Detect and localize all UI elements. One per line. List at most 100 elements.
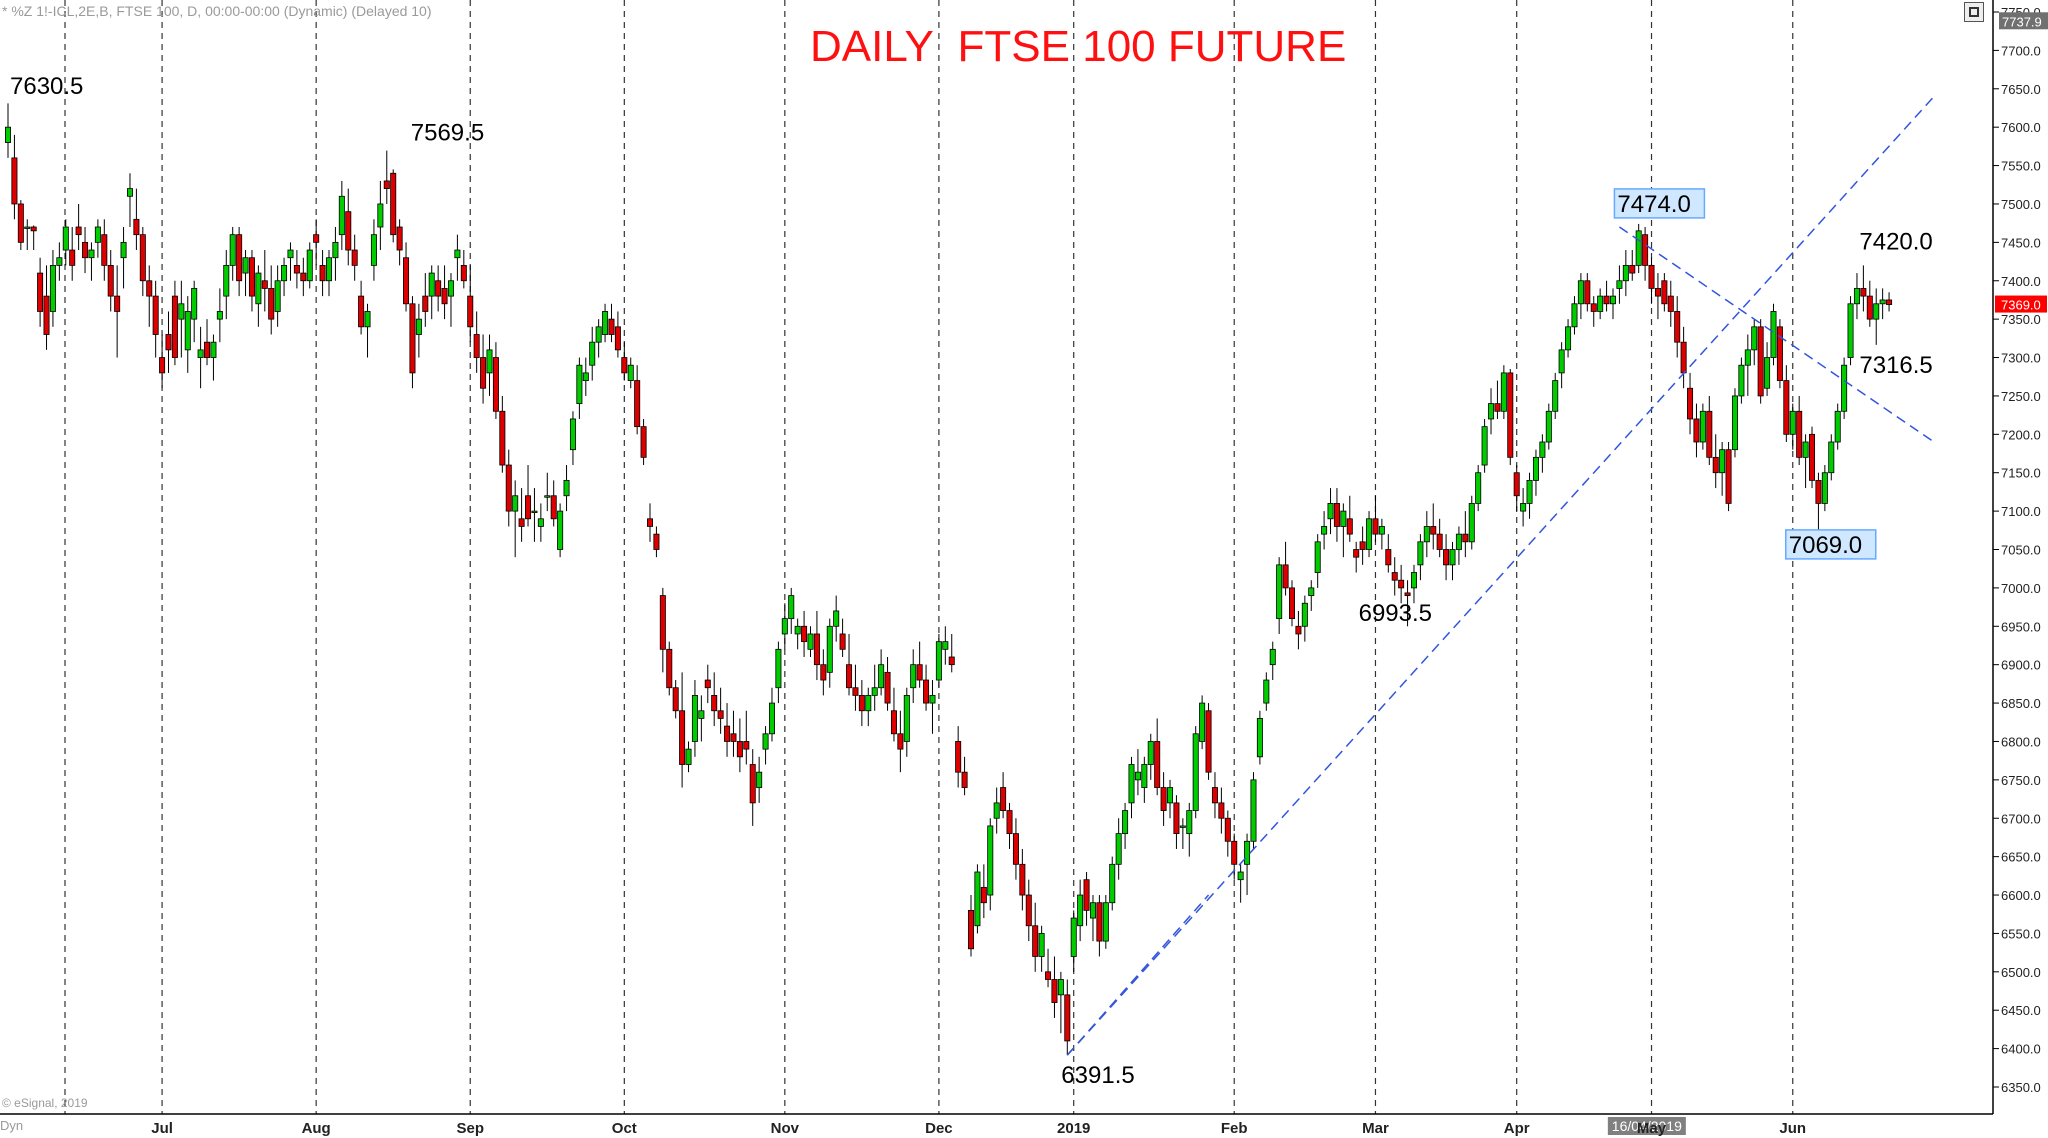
candle-body <box>1841 364 1848 412</box>
candle-body <box>1423 526 1430 543</box>
y-tick-label: 6800.0 <box>2001 734 2041 749</box>
candle-body <box>1815 479 1822 504</box>
candle-body <box>1577 280 1584 305</box>
candle-body <box>1244 840 1251 865</box>
candle-body <box>1269 648 1276 666</box>
trendlines <box>1066 95 1935 1056</box>
candle-body <box>1751 326 1758 351</box>
candle-body <box>114 295 121 312</box>
y-tick-label: 7300.0 <box>2001 351 2041 366</box>
candle-body <box>1340 510 1347 527</box>
candle-body <box>441 288 448 305</box>
candle-body <box>801 625 808 643</box>
restore-window-icon[interactable] <box>1964 2 1984 22</box>
candle-body <box>974 871 981 927</box>
candle-body <box>820 664 827 681</box>
candle-body <box>364 311 371 328</box>
candle-body <box>1173 802 1180 835</box>
candle-body <box>216 311 223 320</box>
crosshair-date-label: 16/04/2019 <box>1612 1118 1682 1134</box>
candle-body <box>345 211 352 251</box>
y-tick-label: 7000.0 <box>2001 581 2041 596</box>
candle-body <box>1648 264 1655 289</box>
candle-body <box>1513 472 1520 497</box>
candle-body <box>159 357 166 374</box>
candle-body <box>1237 871 1244 881</box>
candle-body <box>788 595 795 620</box>
candle-body <box>1147 741 1154 765</box>
candle-body <box>197 349 204 358</box>
candle-body <box>1263 679 1270 704</box>
candle-body <box>69 249 76 266</box>
candle-body <box>268 288 275 320</box>
candle-body <box>223 264 230 297</box>
candle-body <box>518 518 525 527</box>
candle-body <box>1776 326 1783 381</box>
candle-body <box>1211 787 1218 804</box>
candle-body <box>1385 549 1392 566</box>
candle-body <box>1744 349 1751 366</box>
candle-body <box>525 495 532 520</box>
candle-body <box>1256 718 1263 758</box>
candle-body <box>736 741 743 758</box>
x-tick-label: Jul <box>151 1120 173 1137</box>
mode-label[interactable]: Dyn <box>0 1118 24 1133</box>
candle-body <box>370 234 377 266</box>
candle-body <box>422 295 429 312</box>
candle-body <box>531 510 538 514</box>
candle-body <box>1128 764 1135 804</box>
candle-body <box>274 280 281 312</box>
candle-body <box>717 710 724 719</box>
candle-body <box>1571 303 1578 328</box>
candle-body <box>409 303 416 374</box>
candle-body <box>871 687 878 696</box>
top-price-label: 7737.9 <box>2002 14 2042 29</box>
candle-body <box>1488 403 1495 420</box>
x-tick-label: Aug <box>302 1120 331 1137</box>
candle-body <box>781 618 788 635</box>
candle-body <box>1231 840 1238 865</box>
candle-body <box>1834 410 1841 443</box>
candle-body <box>1674 311 1681 343</box>
copyright: © eSignal, 2019 <box>2 1096 88 1110</box>
candle-body <box>878 664 885 689</box>
y-tick-label: 7700.0 <box>2001 43 2041 58</box>
candle-body <box>595 326 602 343</box>
candle-body <box>948 656 955 666</box>
candle-body <box>1218 802 1225 819</box>
candle-body <box>1590 303 1597 312</box>
candle-body <box>191 288 198 320</box>
candle-body <box>858 694 865 712</box>
candle-body <box>358 295 365 328</box>
y-tick-label: 7600.0 <box>2001 120 2041 135</box>
candle-body <box>955 741 962 773</box>
candle-body <box>666 648 673 689</box>
candle-body <box>1141 764 1148 788</box>
price-annotation: 7569.5 <box>411 120 484 147</box>
candle-body <box>935 641 942 681</box>
candle-body <box>711 694 718 712</box>
candle-body <box>768 702 775 735</box>
candle-body <box>582 372 589 381</box>
candle-body <box>627 364 634 381</box>
candle-body <box>1873 303 1880 320</box>
candle-body <box>133 218 140 236</box>
candle-body <box>794 625 801 635</box>
candle-body <box>82 241 89 259</box>
candle-body <box>621 357 628 374</box>
y-tick-label: 7200.0 <box>2001 427 2041 442</box>
x-tick-label: Nov <box>771 1120 800 1137</box>
candle-body <box>1276 564 1283 620</box>
candle-body <box>903 694 910 742</box>
candle-body <box>24 226 31 229</box>
candle-body <box>691 694 698 742</box>
candle-body <box>293 264 300 274</box>
candle-body <box>1828 441 1835 474</box>
candle-body <box>1449 549 1456 566</box>
candle-body <box>210 341 217 358</box>
candle-body <box>1224 817 1231 842</box>
candle-body <box>1468 503 1475 543</box>
candle-body <box>756 771 763 788</box>
candle-body <box>242 257 249 274</box>
